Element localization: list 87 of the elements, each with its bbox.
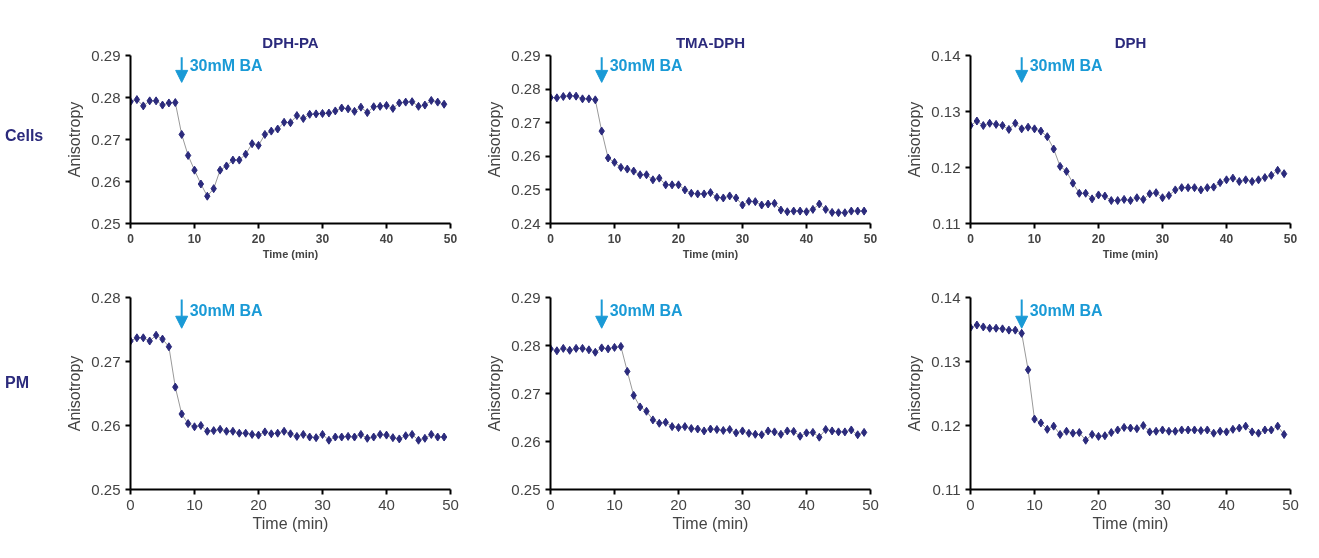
y-tick-label: 0.12 xyxy=(931,158,961,176)
x-tick-label: 10 xyxy=(1026,495,1043,513)
x-tick-label: 30 xyxy=(314,495,331,513)
y-tick-label: 0.14 xyxy=(931,46,961,64)
y-tick-label: 0.26 xyxy=(91,416,121,434)
x-tick-label: 50 xyxy=(863,231,878,246)
x-tick-label: 40 xyxy=(1218,495,1235,513)
x-tick-label: 30 xyxy=(735,231,750,246)
x-tick-label: 10 xyxy=(186,495,203,513)
x-tick-label: 20 xyxy=(1091,231,1106,246)
x-tick-label: 40 xyxy=(799,231,814,246)
x-axis-title: Time (min) xyxy=(672,514,749,532)
y-axis-title: Anisotropy xyxy=(486,101,504,178)
x-tick-label: 30 xyxy=(734,495,751,513)
x-axis-title: Time (min) xyxy=(262,247,319,260)
x-tick-label: 30 xyxy=(1154,495,1171,513)
x-tick-label: 40 xyxy=(1219,231,1234,246)
x-tick-label: 0 xyxy=(966,495,975,513)
y-tick-label: 0.27 xyxy=(91,352,121,370)
annotation: 30mM BA xyxy=(609,56,684,74)
x-tick-label: 10 xyxy=(187,231,202,246)
y-tick-label: 0.26 xyxy=(511,147,541,165)
y-tick-label: 0.12 xyxy=(931,416,961,434)
x-axis-title: Time (min) xyxy=(252,514,329,532)
text: Cells xyxy=(5,126,44,146)
x-tick-label: 0 xyxy=(547,231,555,246)
x-tick-label: 40 xyxy=(379,231,394,246)
y-tick-label: 0.11 xyxy=(932,480,961,498)
x-tick-label: 30 xyxy=(1155,231,1170,246)
y-tick-label: 0.13 xyxy=(931,352,961,370)
y-tick-label: 0.26 xyxy=(91,172,121,190)
x-tick-label: 10 xyxy=(606,495,623,513)
x-axis-title: Time (min) xyxy=(1092,514,1169,532)
x-tick-label: 50 xyxy=(862,495,879,513)
x-tick-label: 50 xyxy=(1282,495,1299,513)
text: PM xyxy=(5,373,29,393)
y-tick-label: 0.26 xyxy=(511,432,541,450)
y-axis-title: Anisotropy xyxy=(66,101,84,178)
y-tick-label: 0.29 xyxy=(91,46,121,64)
x-tick-label: 50 xyxy=(1283,231,1298,246)
x-tick-label: 40 xyxy=(378,495,395,513)
x-tick-label: 0 xyxy=(127,231,135,246)
y-axis-title: Anisotropy xyxy=(66,355,84,432)
chart-title: DPH-PA xyxy=(262,33,319,51)
x-tick-label: 40 xyxy=(798,495,815,513)
x-axis-title: Time (min) xyxy=(1102,247,1159,260)
y-tick-label: 0.27 xyxy=(511,113,541,131)
x-tick-label: 30 xyxy=(315,231,330,246)
chart-title: TMA-DPH xyxy=(675,33,746,51)
y-tick-label: 0.28 xyxy=(91,88,121,106)
y-tick-label: 0.28 xyxy=(511,80,541,98)
x-axis-title: Time (min) xyxy=(682,247,739,260)
y-tick-label: 0.25 xyxy=(511,180,541,198)
y-tick-label: 0.13 xyxy=(931,102,961,120)
y-tick-label: 0.14 xyxy=(931,288,961,306)
x-tick-label: 50 xyxy=(443,231,458,246)
y-tick-label: 0.27 xyxy=(91,130,121,148)
x-tick-label: 20 xyxy=(250,495,267,513)
y-axis-title: Anisotropy xyxy=(486,355,504,432)
y-tick-label: 0.29 xyxy=(511,46,541,64)
x-tick-label: 0 xyxy=(967,231,975,246)
y-axis-title: Anisotropy xyxy=(906,355,924,432)
y-tick-label: 0.28 xyxy=(91,288,121,306)
x-tick-label: 10 xyxy=(607,231,622,246)
y-tick-label: 0.24 xyxy=(511,214,541,232)
x-tick-label: 0 xyxy=(546,495,555,513)
y-axis-title: Anisotropy xyxy=(906,101,924,178)
y-tick-label: 0.29 xyxy=(511,288,541,306)
annotation: 30mM BA xyxy=(1029,56,1104,74)
y-tick-label: 0.28 xyxy=(511,336,541,354)
annotation: 30mM BA xyxy=(609,301,684,319)
x-tick-label: 50 xyxy=(442,495,459,513)
chart-title: DPH xyxy=(1114,33,1147,51)
y-tick-label: 0.25 xyxy=(91,214,121,232)
y-tick-label: 0.25 xyxy=(511,480,541,498)
x-tick-label: 20 xyxy=(1090,495,1107,513)
annotation: 30mM BA xyxy=(1029,301,1104,319)
y-tick-label: 0.11 xyxy=(932,214,961,232)
x-tick-label: 10 xyxy=(1027,231,1042,246)
x-tick-label: 20 xyxy=(251,231,266,246)
y-tick-label: 0.27 xyxy=(511,384,541,402)
x-tick-label: 20 xyxy=(671,231,686,246)
x-tick-label: 0 xyxy=(126,495,135,513)
y-tick-label: 0.25 xyxy=(91,480,121,498)
annotation: 30mM BA xyxy=(189,56,264,74)
annotation: 30mM BA xyxy=(189,301,264,319)
x-tick-label: 20 xyxy=(670,495,687,513)
